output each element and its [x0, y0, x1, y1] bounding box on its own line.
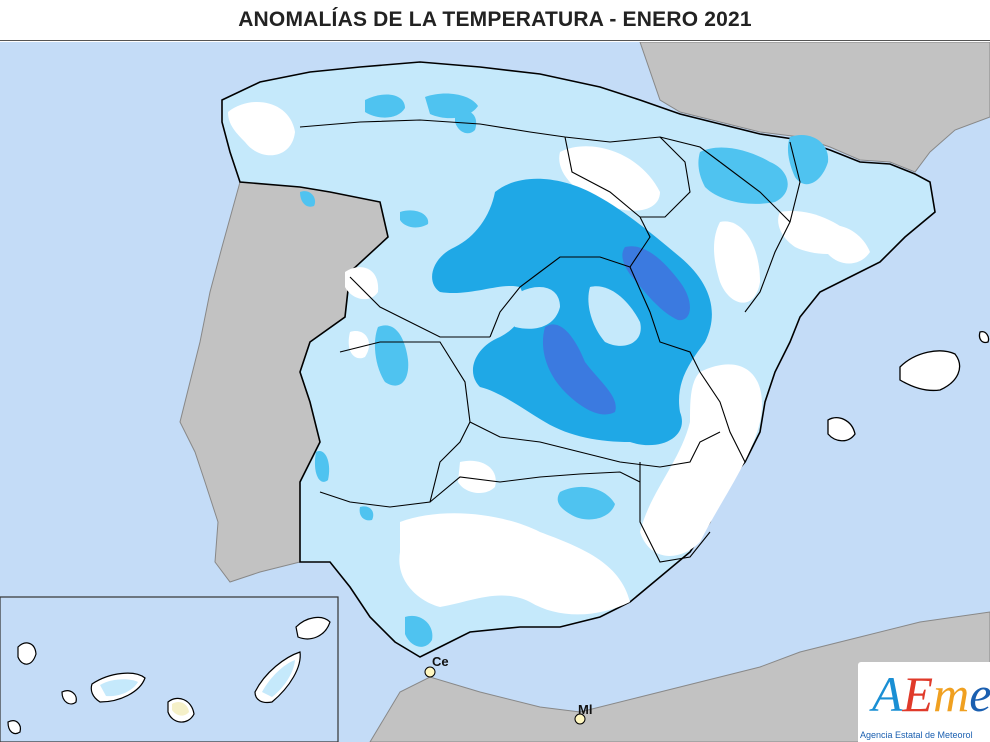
canary-islands-inset — [0, 596, 339, 742]
temperature-anomaly-map: Ce Ml — [0, 42, 990, 742]
aemet-logo-subtitle: Agencia Estatal de Meteorol — [860, 730, 973, 740]
central-anomaly-gap — [508, 287, 560, 329]
aemet-logo-mark: AEme — [872, 666, 990, 722]
central-anomaly-zone — [432, 178, 712, 446]
north-africa-land — [369, 611, 990, 742]
map-area: Ce Ml AEme Agencia Estatal de Meteorol — [0, 42, 990, 742]
city-marker-ce: Ce — [424, 654, 449, 678]
city-label-ce: Ce — [432, 654, 449, 669]
near-zero-anomaly-zones — [228, 101, 870, 615]
deepest-anomaly-cores — [542, 246, 690, 415]
negative-anomaly-zones — [300, 93, 829, 647]
france-land — [639, 42, 990, 173]
city-label-ml: Ml — [578, 702, 592, 717]
city-marker-ml: Ml — [574, 702, 592, 725]
map-title-bar: ANOMALÍAS DE LA TEMPERATURA - ENERO 2021 — [0, 0, 990, 41]
balearic-islands — [827, 331, 990, 442]
central-anomaly-gap-2 — [588, 286, 641, 346]
regional-borders — [299, 119, 801, 563]
map-title: ANOMALÍAS DE LA TEMPERATURA - ENERO 2021 — [238, 8, 752, 31]
aemet-logo: AEme Agencia Estatal de Meteorol — [858, 662, 990, 742]
